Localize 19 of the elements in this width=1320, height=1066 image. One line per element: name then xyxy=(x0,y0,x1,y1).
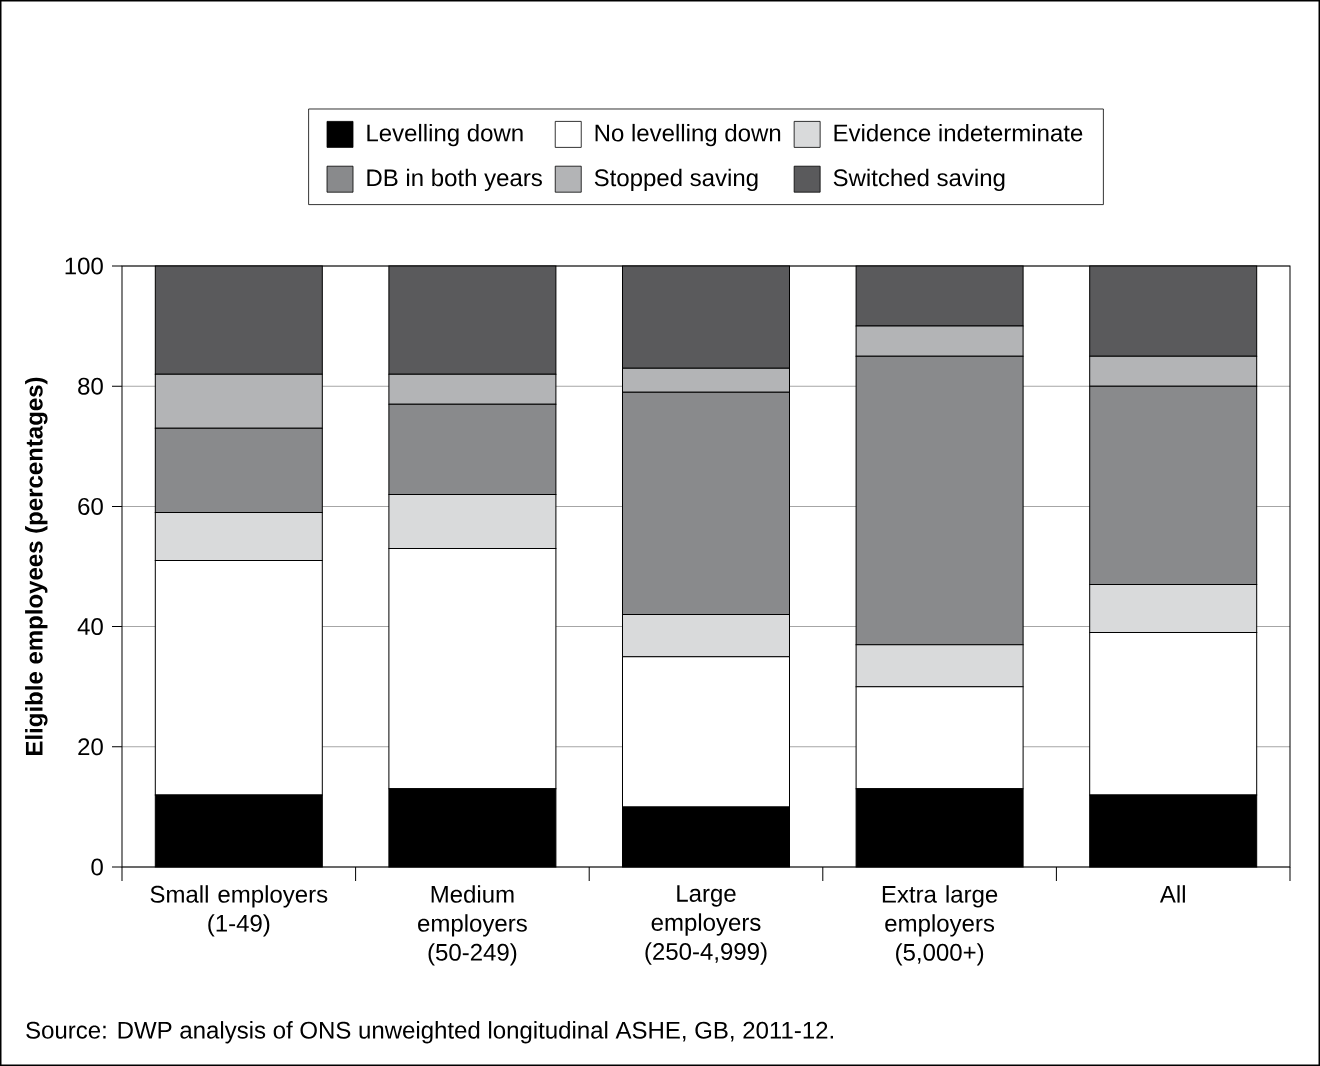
x-tick-label: Extra large employers (5,000+) xyxy=(882,885,998,966)
source-note: Source: DWP analysis of ONS unweighted longitudinal ASHE, GB, 2011-12. xyxy=(26,1021,833,1044)
legend-label: DB in both years xyxy=(367,168,542,192)
x-tick-label: Small employers (1-49) xyxy=(150,885,328,937)
legend-label: Switched saving xyxy=(833,168,1005,192)
y-axis-title: Eligible employees (percentages) xyxy=(25,377,48,755)
x-tick-label: All xyxy=(1159,885,1185,903)
y-tick-label: 60 xyxy=(78,497,103,515)
y-tick-label: 100 xyxy=(65,257,103,275)
y-tick-label: 0 xyxy=(91,858,103,876)
y-tick-label: 40 xyxy=(77,618,103,636)
legend-label: Levelling down xyxy=(367,123,523,147)
legend-label: Stopped saving xyxy=(594,168,758,192)
y-tick-label: 20 xyxy=(78,738,103,756)
x-tick-label: Large employers (250-4,999) xyxy=(645,885,767,965)
y-tick-label: 80 xyxy=(78,377,103,395)
legend-label: No levelling down xyxy=(595,123,781,147)
x-tick-label: Medium employers (50-249) xyxy=(418,885,527,966)
legend-label: Evidence indeterminate xyxy=(834,123,1083,142)
